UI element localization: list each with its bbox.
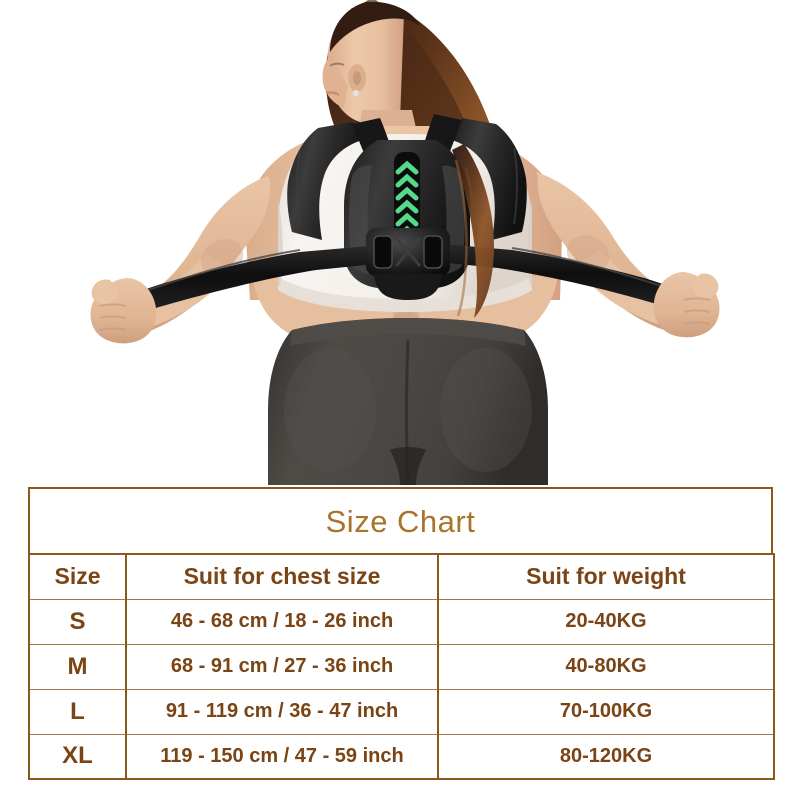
- cell-weight: 70-100KG: [437, 688, 775, 735]
- cell-weight: 80-120KG: [437, 733, 775, 780]
- table-row: XL 119 - 150 cm / 47 - 59 inch 80-120KG: [28, 733, 775, 780]
- column-header-chest: Suit for chest size: [125, 553, 439, 600]
- leggings: [268, 318, 548, 485]
- product-photo: [90, 0, 720, 485]
- cell-size: XL: [28, 733, 127, 780]
- size-chart-title-row: Size Chart: [28, 487, 773, 553]
- table-row: S 46 - 68 cm / 18 - 26 inch 20-40KG: [28, 598, 775, 645]
- cell-chest: 68 - 91 cm / 27 - 36 inch: [125, 643, 439, 690]
- left-fist: [90, 278, 157, 344]
- column-header-size: Size: [28, 553, 127, 600]
- table-header-row: Size Suit for chest size Suit for weight: [28, 553, 775, 600]
- size-chart: Size Chart Size Suit for chest size Suit…: [28, 487, 775, 780]
- column-header-weight: Suit for weight: [437, 553, 775, 600]
- brace-buckle: [366, 228, 450, 300]
- size-chart-title: Size Chart: [325, 503, 476, 539]
- cell-chest: 46 - 68 cm / 18 - 26 inch: [125, 598, 439, 645]
- cell-weight: 40-80KG: [437, 643, 775, 690]
- size-chart-table: Size Suit for chest size Suit for weight…: [28, 553, 775, 780]
- cell-size: M: [28, 643, 127, 690]
- cell-chest: 119 - 150 cm / 47 - 59 inch: [125, 733, 439, 780]
- cell-chest: 91 - 119 cm / 36 - 47 inch: [125, 688, 439, 735]
- model-head: [322, 1, 420, 124]
- cell-weight: 20-40KG: [437, 598, 775, 645]
- table-row: M 68 - 91 cm / 27 - 36 inch 40-80KG: [28, 643, 775, 690]
- cell-size: L: [28, 688, 127, 735]
- right-fist: [653, 272, 720, 338]
- table-row: L 91 - 119 cm / 36 - 47 inch 70-100KG: [28, 688, 775, 735]
- product-illustration: [90, 0, 720, 485]
- cell-size: S: [28, 598, 127, 645]
- hair-front-strands: [452, 144, 494, 318]
